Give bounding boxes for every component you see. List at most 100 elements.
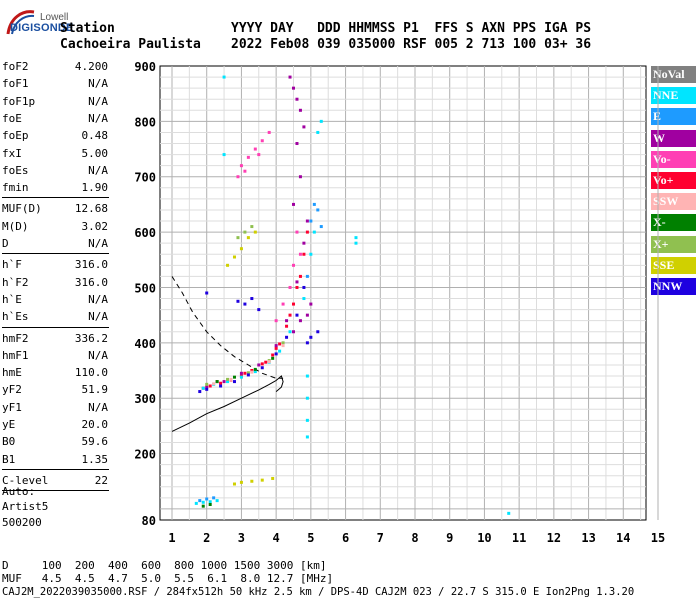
param-value: 336.2 [74, 331, 108, 345]
param-value: 5.00 [81, 146, 109, 160]
param-label: fxI [2, 146, 22, 160]
echo-point-nnw [274, 352, 278, 356]
echo-point-x- [226, 377, 230, 381]
echo-point-ssw [212, 382, 216, 386]
echo-point-sse [253, 230, 257, 234]
x-tick-label: 10 [477, 531, 491, 545]
param-value: N/A [88, 94, 108, 108]
solid-profile-curve [171, 375, 284, 432]
param-row: h`F 316.0 [2, 258, 108, 272]
param-value: 4.200 [74, 60, 108, 73]
x-tick-label: 7 [377, 531, 384, 545]
dashed-profile-curve [171, 276, 284, 379]
param-label: M(D) [2, 219, 29, 233]
echo-point-w [285, 319, 289, 323]
echo-point-nnw [285, 335, 289, 339]
x-tick-label: 9 [446, 531, 453, 545]
echo-point-nne [222, 75, 226, 79]
param-separator [2, 253, 109, 255]
echo-point-nne [194, 501, 198, 505]
param-row: foF2 4.200 [2, 60, 108, 74]
param-row: fxI 5.00 [2, 147, 108, 161]
y-tick-label: 400 [134, 337, 156, 351]
echo-point-nne [201, 386, 205, 390]
digisonde-logo-swoosh-icon [6, 10, 35, 35]
x-tick-label: 12 [547, 531, 561, 545]
echo-point-e [212, 496, 216, 500]
echo-point-x- [246, 371, 250, 375]
echo-point-x- [243, 230, 247, 234]
legend-item: NNE [651, 87, 696, 105]
echo-point-sse [271, 476, 275, 480]
echo-point-x- [201, 504, 205, 508]
echo-point-vo- [253, 147, 257, 151]
echo-point-nnw [250, 297, 254, 301]
param-row: hmE 110.0 [2, 366, 108, 380]
echo-point-sse [239, 480, 243, 484]
param-label: B1 [2, 452, 16, 466]
echo-point-nnw [309, 335, 313, 339]
param-label: foEs [2, 163, 29, 177]
echo-point-w [295, 97, 299, 101]
param-label: hmF2 [2, 331, 29, 345]
echo-point-vo- [243, 371, 247, 375]
echo-point-e [305, 274, 309, 278]
param-value: 51.9 [81, 383, 109, 397]
x-tick-label: 15 [651, 531, 665, 545]
echo-point-e [319, 225, 323, 229]
echo-point-e [198, 499, 202, 503]
param-row: hmF1 N/A [2, 349, 108, 363]
echo-point-x- [208, 502, 212, 506]
echo-point-vo- [219, 381, 223, 385]
echo-point-nne [222, 153, 226, 157]
echo-point-sse [232, 255, 236, 259]
echo-point-x- [250, 225, 254, 229]
file-info-row: CAJ2M_2022039035000.RSF / 284fx512h 50 k… [2, 586, 635, 598]
echo-point-nnw [302, 285, 306, 289]
echo-point-nnw [219, 384, 223, 388]
echo-point-w [295, 280, 299, 284]
param-row: D N/A [2, 237, 108, 251]
param-label: yF1 [2, 400, 22, 414]
echo-point-nne [288, 330, 292, 334]
param-value: N/A [88, 292, 108, 306]
param-value: 316.0 [74, 258, 108, 272]
echo-point-sse [232, 482, 236, 486]
station-label: Station [60, 21, 115, 36]
x-tick-label: 14 [616, 531, 630, 545]
param-label: h`Es [2, 310, 29, 324]
param-row: B0 59.6 [2, 435, 108, 449]
echo-point-x- [253, 367, 257, 371]
param-label: foF1p [2, 94, 36, 108]
auto-artist: Artist5 [2, 500, 49, 513]
echo-point-vo- [295, 230, 299, 234]
echo-point-nne [239, 375, 243, 379]
param-value: 59.6 [81, 435, 109, 449]
x-tick-label: 11 [512, 531, 526, 545]
x-tick-label: 13 [581, 531, 595, 545]
param-separator [2, 326, 109, 328]
param-row: yE 20.0 [2, 418, 108, 432]
echo-point-e [312, 202, 316, 206]
param-row: foF1p N/A [2, 95, 108, 109]
echo-point-nne [208, 500, 212, 504]
param-row: C-level 22 [2, 474, 108, 488]
plot-frame [159, 65, 647, 521]
param-row: yF1 N/A [2, 401, 108, 415]
echo-point-sse [260, 478, 264, 482]
echo-point-nne [507, 511, 511, 515]
echo-point-sse [246, 236, 250, 240]
echo-point-w [257, 363, 261, 367]
echo-point-vo- [278, 342, 282, 346]
echo-point-vo- [292, 263, 295, 267]
x-tick-label: 8 [411, 531, 418, 545]
param-label: D [2, 237, 9, 250]
echo-point-w [298, 319, 302, 323]
y-tick-label: 200 [134, 448, 156, 462]
echo-point-x- [271, 356, 275, 360]
param-value: N/A [88, 348, 108, 362]
echo-point-w [205, 385, 209, 389]
echo-point-vo- [302, 252, 306, 256]
param-value: 316.0 [74, 275, 108, 289]
auto-version: 500200 [2, 516, 42, 529]
